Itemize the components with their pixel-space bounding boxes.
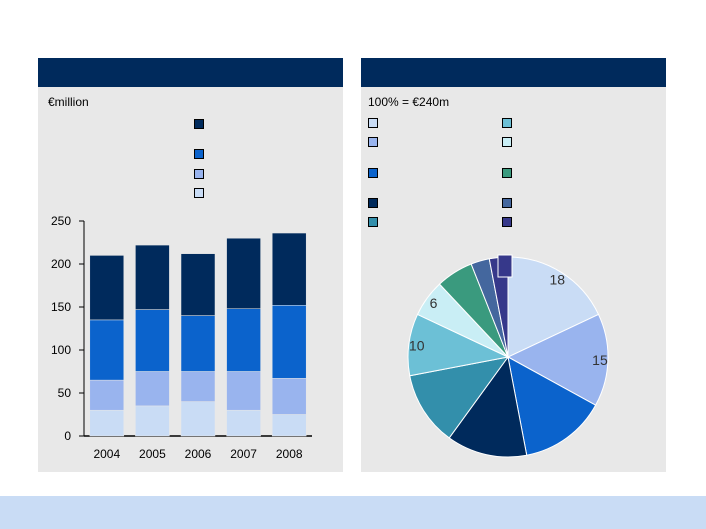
legend-swatch-slice-6 [502, 118, 512, 128]
footer-band [0, 496, 706, 529]
pie-total-label: 100% = €240m [368, 95, 450, 109]
legend-swatch-slice-10 [502, 217, 512, 227]
legend-swatch-series-3 [194, 149, 204, 159]
legend-swatch-series-1 [194, 188, 204, 198]
legend-swatch-slice-5 [368, 217, 378, 227]
left-chart-panel: €million [38, 58, 343, 472]
legend-swatch-series-4 [194, 119, 204, 129]
right-chart-panel: 100% = €240m [361, 58, 666, 472]
unit-label: €million [48, 95, 89, 109]
legend-swatch-slice-4 [368, 198, 378, 208]
legend-swatch-slice-2 [368, 137, 378, 147]
legend-swatch-slice-7 [502, 137, 512, 147]
legend-swatch-slice-8 [502, 168, 512, 178]
legend-swatch-slice-9 [502, 198, 512, 208]
legend-swatch-slice-1 [368, 118, 378, 128]
left-panel-header [38, 58, 343, 87]
legend-swatch-series-2 [194, 169, 204, 179]
legend-swatch-slice-3 [368, 168, 378, 178]
right-panel-header [361, 58, 666, 87]
